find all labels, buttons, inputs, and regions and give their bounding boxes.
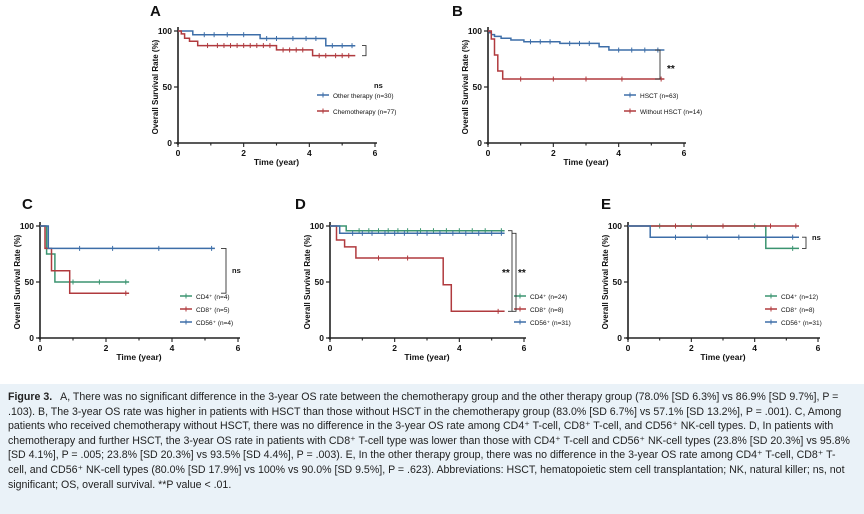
panel-d-legend-label: CD56⁺ (n=31) [530, 320, 571, 327]
panel-a-series-line [178, 30, 356, 57]
panel-d-x-tick-label: 2 [392, 343, 397, 353]
panel-d-series-line [330, 225, 505, 232]
panel-e-y-tick-label: 100 [608, 221, 622, 231]
figure: A 0 50 100 0 2 4 6 Time (year) Overall Survival R… [13, 3, 822, 362]
panel-b-letter: B [452, 3, 463, 20]
panel-b-y-tick-label: 100 [468, 26, 482, 36]
panel-d-x-tick-label: 6 [522, 343, 527, 353]
panel-d-legend-label: CD4⁺ (n=24) [530, 294, 567, 301]
panel-c-legend-label: CD4⁺ (n=4) [196, 294, 230, 301]
panel-e-legend-label: CD8⁺ (n=8) [781, 307, 815, 314]
panel-c-series-line [40, 225, 215, 250]
panel-a-x-tick-label: 6 [373, 148, 378, 158]
panel-d-sig-label: ** [502, 268, 510, 279]
panel-d-y-tick-label: 0 [319, 333, 324, 343]
figure-caption: Figure 3. A, There was no significant dif… [0, 384, 864, 514]
panel-d-ylabel: Overall Survival Rate (%) [303, 234, 312, 329]
panel-a-ylabel: Overall Survival Rate (%) [151, 39, 160, 134]
panel-d-x-tick-label: 4 [457, 343, 462, 353]
panel-e-x-tick-label: 0 [626, 343, 631, 353]
panel-e-xlabel: Time (year) [700, 352, 745, 362]
panel-b-y-tick-label: 50 [473, 82, 483, 92]
panel-a-sig-bracket [362, 45, 367, 57]
panel-d-xlabel: Time (year) [404, 352, 449, 362]
panel-c-legend-label: CD56⁺ (n=4) [196, 320, 233, 327]
panel-b-x-tick-label: 4 [616, 148, 621, 158]
panel-d-sig-label: ** [518, 268, 526, 279]
panel-e-letter: E [601, 196, 611, 213]
panel-b-x-tick-label: 0 [486, 148, 491, 158]
panel-d-series-line [330, 225, 505, 313]
panel-a-x-tick-label: 2 [241, 148, 246, 158]
panel-d-legend-label: CD8⁺ (n=8) [530, 307, 564, 314]
panel-e-legend-label: CD56⁺ (n=31) [781, 320, 822, 327]
panel-b-sig-label: ** [667, 64, 675, 75]
panel-d-letter: D [295, 196, 306, 213]
panel-b-sig-bracket [655, 49, 661, 80]
panel-b-xlabel: Time (year) [563, 157, 608, 167]
panel-a-x-tick-label: 4 [307, 148, 312, 158]
panel-a-legend-label: Other therapy (n=30) [333, 93, 394, 100]
panel-e-x-tick-label: 6 [816, 343, 821, 353]
panel-c-x-tick-label: 6 [236, 343, 241, 353]
panel-c-x-tick-label: 4 [170, 343, 175, 353]
panel-b-x-tick-label: 6 [682, 148, 687, 158]
panel-e-x-tick-label: 2 [689, 343, 694, 353]
panel-b-ylabel: Overall Survival Rate (%) [461, 39, 470, 134]
panel-c-ylabel: Overall Survival Rate (%) [13, 234, 22, 329]
panel-c-xlabel: Time (year) [116, 352, 161, 362]
panel-d-sig-bracket [512, 232, 517, 312]
caption-text: A, There was no significant difference i… [8, 391, 850, 491]
panel-e-y-tick-label: 50 [613, 277, 623, 287]
panel-c-series-line [40, 225, 130, 283]
panel-c-sig-label: ns [232, 266, 241, 275]
panel-d-sig-bracket [508, 230, 513, 312]
panel-b-legend-label: Without HSCT (n=14) [640, 109, 702, 116]
panel-a-legend-label: Chemotherapy (n=77) [333, 109, 396, 116]
panel-c-y-tick-label: 0 [29, 333, 34, 343]
panel-b-series-line [488, 30, 665, 80]
panel-c-letter: C [22, 196, 33, 213]
panel-c-legend-label: CD8⁺ (n=5) [196, 307, 230, 314]
panel-e-sig-label: ns [812, 233, 821, 242]
panel-e-legend-label: CD4⁺ (n=12) [781, 294, 818, 301]
panel-e-sig-bracket [802, 236, 807, 249]
panel-d-series-line [330, 225, 505, 235]
panel-e-ylabel: Overall Survival Rate (%) [601, 234, 610, 329]
panel-c-series-line [40, 225, 130, 294]
panel-e-series-line [628, 225, 799, 238]
panel-c-x-tick-label: 0 [38, 343, 43, 353]
panel-a-letter: A [150, 3, 161, 20]
panel-b-x-tick-label: 2 [551, 148, 556, 158]
panel-c-sig-bracket [221, 247, 227, 294]
panel-e-y-tick-label: 0 [617, 333, 622, 343]
panel-a-xlabel: Time (year) [254, 157, 299, 167]
caption-label: Figure 3. [8, 391, 53, 403]
panel-a-series-line [178, 30, 356, 47]
panel-d-y-tick-label: 100 [310, 221, 324, 231]
panel-b-y-tick-label: 0 [477, 138, 482, 148]
panel-d-x-tick-label: 0 [328, 343, 333, 353]
panel-c-y-tick-label: 50 [25, 277, 35, 287]
panel-a-y-tick-label: 100 [158, 26, 172, 36]
panel-e-x-tick-label: 4 [752, 343, 757, 353]
panel-a-x-tick-label: 0 [176, 148, 181, 158]
panel-b-series-line [488, 30, 665, 51]
panel-a-y-tick-label: 0 [167, 138, 172, 148]
panel-a-sig-label: ns [374, 81, 383, 90]
panel-a-y-tick-label: 50 [163, 82, 173, 92]
panel-c-y-tick-label: 100 [20, 221, 34, 231]
panel-d-y-tick-label: 50 [315, 277, 325, 287]
panel-b-legend-label: HSCT (n=63) [640, 93, 678, 100]
panel-c-x-tick-label: 2 [104, 343, 109, 353]
